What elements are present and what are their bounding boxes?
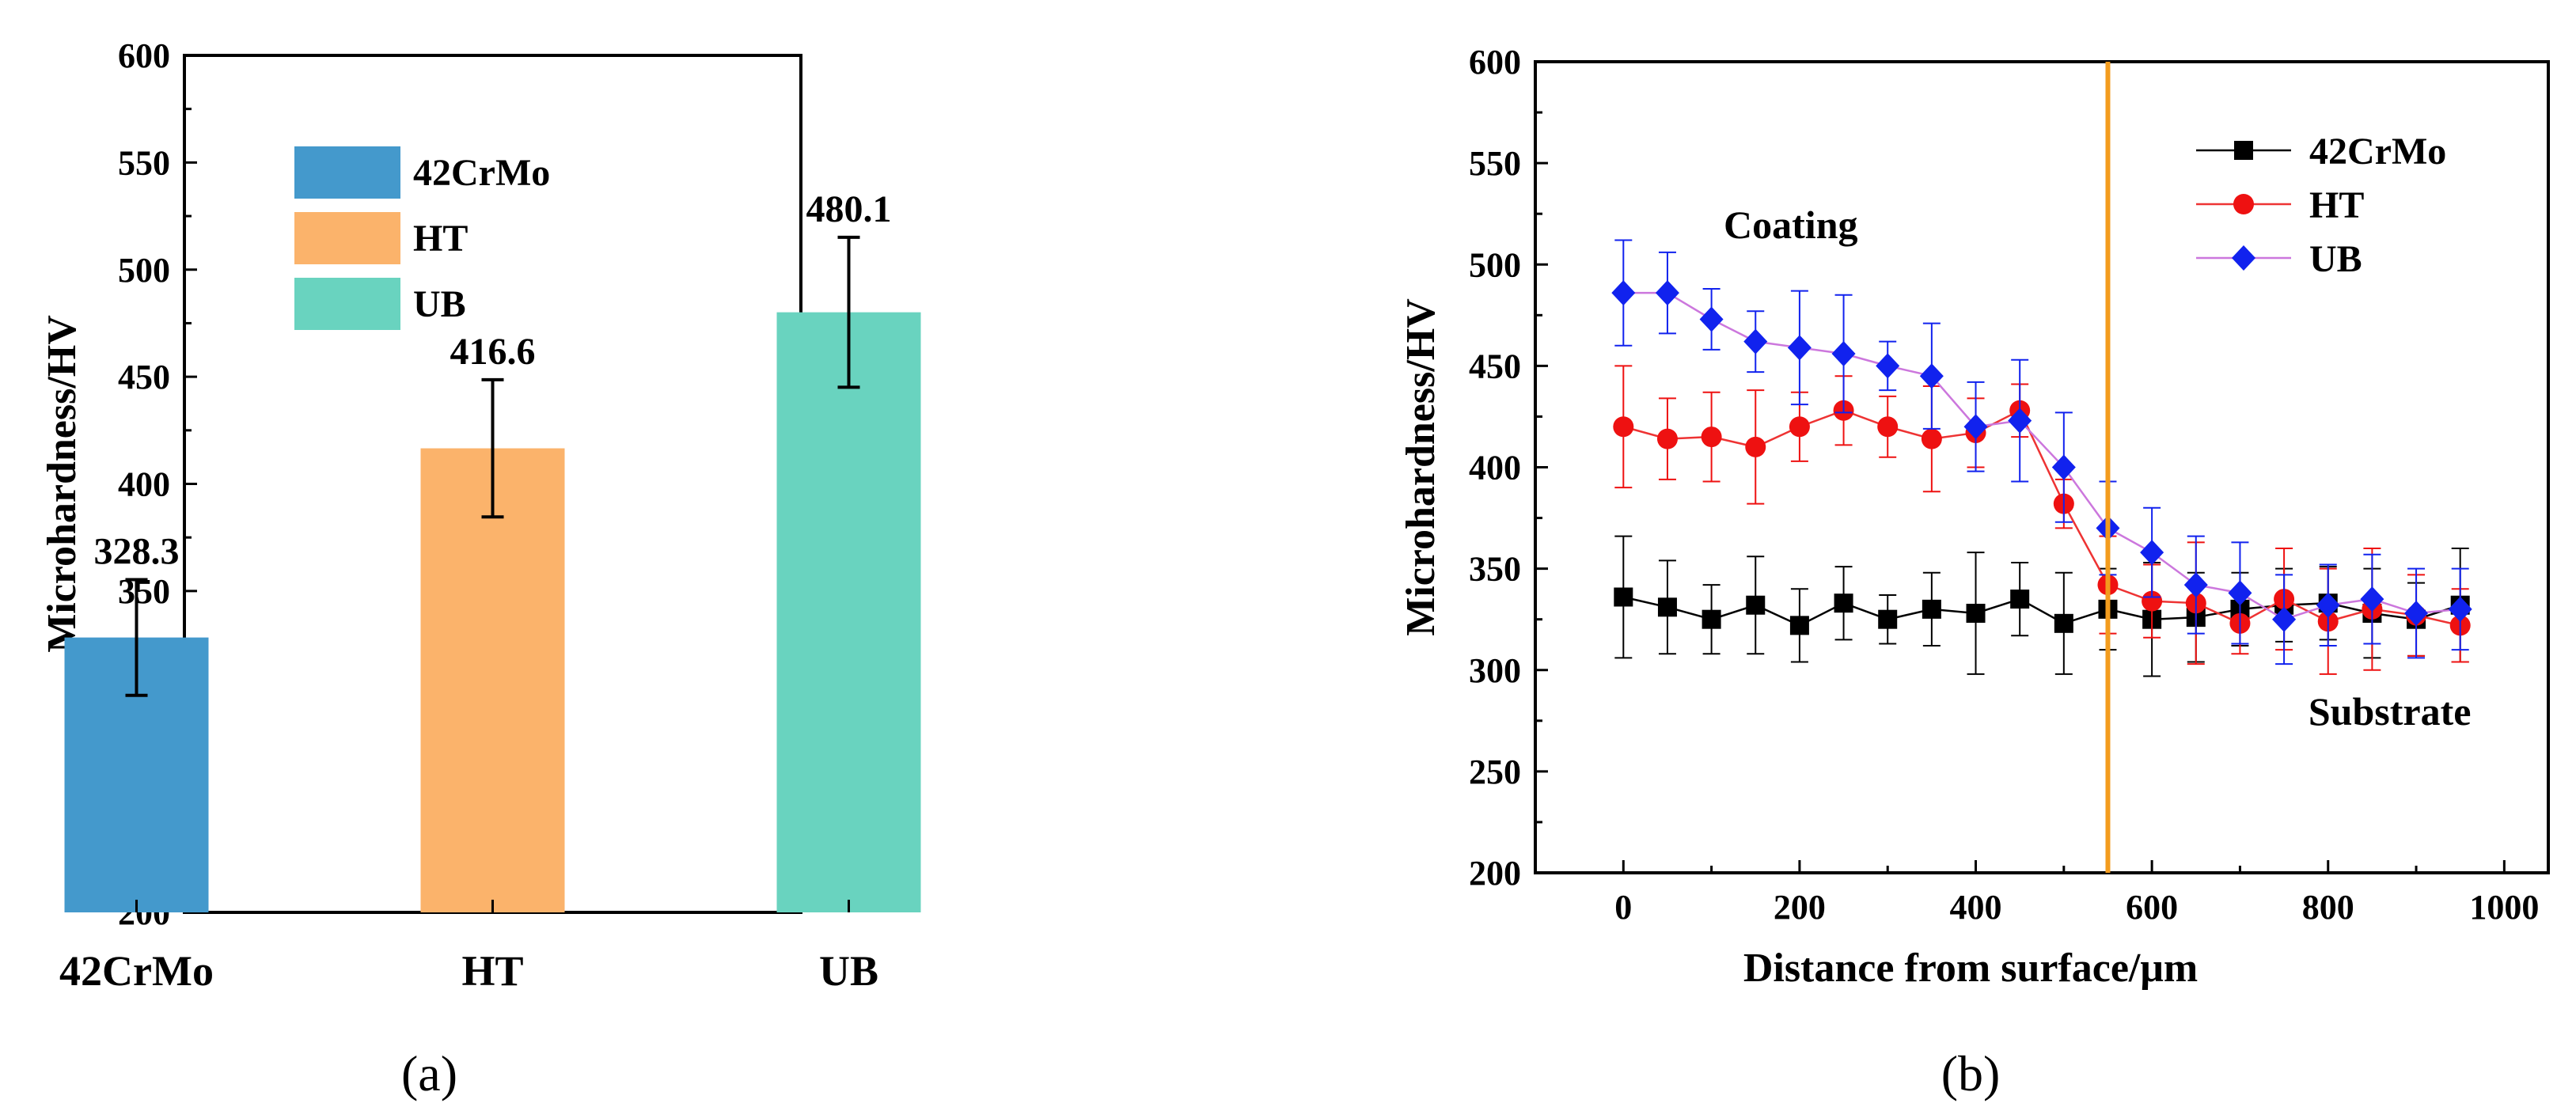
chart-a-legend-swatch bbox=[294, 278, 400, 330]
chart-a-category-label: UB bbox=[819, 947, 878, 995]
chart-b-point bbox=[2404, 601, 2429, 626]
chart-b-x-tick-label: 0 bbox=[1614, 888, 1632, 927]
chart-b-point bbox=[2448, 596, 2472, 622]
chart-b-point bbox=[1657, 597, 1677, 617]
chart-b-point bbox=[1966, 604, 1986, 623]
chart-a-y-tick-label: 400 bbox=[118, 465, 170, 504]
chart-b-series-ht bbox=[1613, 365, 2471, 675]
chart-b-annotation: Substrate bbox=[2309, 689, 2472, 734]
chart-b-microhardness-profile: 200 250 300 350 400 450 500 550 600 0 200 400 600 800… bbox=[1398, 43, 2550, 1102]
chart-b-point bbox=[1701, 427, 1722, 448]
chart-b-point bbox=[1877, 416, 1899, 438]
chart-b-point bbox=[2051, 454, 2076, 480]
chart-b-point bbox=[1746, 595, 1766, 615]
chart-b-point bbox=[1656, 428, 1678, 449]
chart-b-series-ub bbox=[1611, 239, 2472, 665]
chart-b-point bbox=[2183, 572, 2208, 598]
chart-b-point bbox=[1743, 328, 1768, 355]
chart-b-x-tick-label: 600 bbox=[2126, 888, 2178, 927]
chart-b-point bbox=[2008, 408, 2032, 434]
chart-a-bar-ht bbox=[420, 448, 565, 912]
chart-b-x-tick-label: 1000 bbox=[2469, 888, 2539, 927]
chart-a-y-tick-label: 450 bbox=[118, 358, 170, 396]
chart-a-value-label: 480.1 bbox=[806, 188, 892, 230]
chart-b-x-tick-label: 400 bbox=[1950, 888, 2002, 927]
chart-b-y-tick-label: 550 bbox=[1469, 144, 1521, 183]
chart-b-point bbox=[1878, 609, 1898, 629]
chart-b-panel-label: (b) bbox=[1941, 1045, 2001, 1102]
chart-a-legend-swatch bbox=[294, 146, 400, 199]
chart-a-legend-swatch bbox=[294, 212, 400, 264]
chart-b-y-tick-label: 200 bbox=[1469, 854, 1521, 893]
chart-b-point bbox=[1611, 280, 1636, 306]
chart-b-legend-label: 42CrMo bbox=[2309, 131, 2446, 173]
chart-b-annotation: Coating bbox=[1724, 203, 1857, 247]
chart-b-y-tick-label: 600 bbox=[1469, 43, 1521, 82]
chart-a-bar-ub bbox=[776, 312, 921, 912]
chart-b-x-axis-title: Distance from surface/μm bbox=[1743, 946, 2198, 991]
chart-b-point bbox=[1614, 587, 1633, 607]
chart-b-point bbox=[1922, 599, 1941, 619]
chart-b-y-tick-label: 300 bbox=[1469, 651, 1521, 690]
chart-a-value-label: 416.6 bbox=[450, 331, 536, 373]
chart-b-y-tick-label: 400 bbox=[1469, 449, 1521, 487]
chart-a-category-label: HT bbox=[461, 947, 523, 995]
chart-b-point bbox=[1613, 416, 1634, 438]
chart-b-point bbox=[1787, 335, 1812, 361]
chart-b-point bbox=[1789, 616, 1809, 635]
chart-b-point bbox=[2010, 590, 2030, 609]
chart-b-y-axis-title: Microhardness/HV bbox=[1398, 298, 1444, 636]
chart-a-legend-label: HT bbox=[413, 218, 468, 260]
chart-b-point bbox=[1831, 341, 1856, 366]
chart-b-legend-marker bbox=[2232, 245, 2255, 271]
chart-b-point bbox=[1876, 353, 1900, 379]
chart-a-panel-label: (a) bbox=[401, 1045, 457, 1102]
chart-b-point bbox=[1702, 609, 1721, 629]
chart-a-microhardness-bar: 200250300350400450500550600Microhardness… bbox=[40, 36, 921, 1102]
chart-b-point bbox=[1745, 436, 1766, 457]
chart-a-legend-label: UB bbox=[413, 283, 466, 325]
chart-b-point bbox=[1921, 428, 1942, 449]
chart-b-point bbox=[2316, 592, 2340, 618]
chart-a-legend-label: 42CrMo bbox=[413, 152, 550, 194]
chart-b-point bbox=[2272, 606, 2297, 632]
chart-a-y-tick-label: 600 bbox=[118, 36, 170, 75]
chart-b-legend-marker bbox=[2234, 141, 2253, 160]
chart-b-point bbox=[1963, 414, 1988, 440]
chart-b-y-tick-label: 500 bbox=[1469, 245, 1521, 284]
chart-b-y-tick-label: 250 bbox=[1469, 753, 1521, 791]
chart-b-series-42crmo bbox=[1614, 535, 2470, 677]
chart-b-y-tick-label: 450 bbox=[1469, 347, 1521, 385]
chart-b-legend-label: HT bbox=[2309, 184, 2364, 226]
chart-b-point bbox=[2228, 580, 2252, 606]
chart-b-point bbox=[1699, 306, 1724, 332]
chart-a-y-tick-label: 350 bbox=[118, 572, 170, 611]
chart-b-point bbox=[2142, 590, 2163, 612]
chart-a-y-axis-title: Microhardness/HV bbox=[40, 315, 85, 653]
chart-b-point bbox=[2140, 540, 2164, 566]
chart-b-frame bbox=[1534, 60, 2550, 874]
chart-b-point bbox=[1789, 416, 1810, 438]
chart-b-point bbox=[1655, 280, 1679, 306]
chart-b-point bbox=[1834, 593, 1853, 613]
chart-b-y-tick-label: 350 bbox=[1469, 550, 1521, 589]
chart-a-category-label: 42CrMo bbox=[59, 947, 214, 995]
chart-b-legend-label: UB bbox=[2309, 238, 2362, 280]
chart-a-value-label: 328.3 bbox=[94, 531, 180, 573]
chart-b-legend-marker bbox=[2233, 194, 2254, 214]
chart-b-point bbox=[2360, 586, 2384, 612]
chart-a-y-tick-label: 500 bbox=[118, 251, 170, 290]
chart-a-y-tick-label: 550 bbox=[118, 143, 170, 182]
chart-b-point bbox=[1919, 363, 1944, 389]
chart-b-point bbox=[2054, 613, 2073, 633]
chart-b-x-tick-label: 200 bbox=[1774, 888, 1826, 927]
chart-b-x-tick-label: 800 bbox=[2302, 888, 2354, 927]
